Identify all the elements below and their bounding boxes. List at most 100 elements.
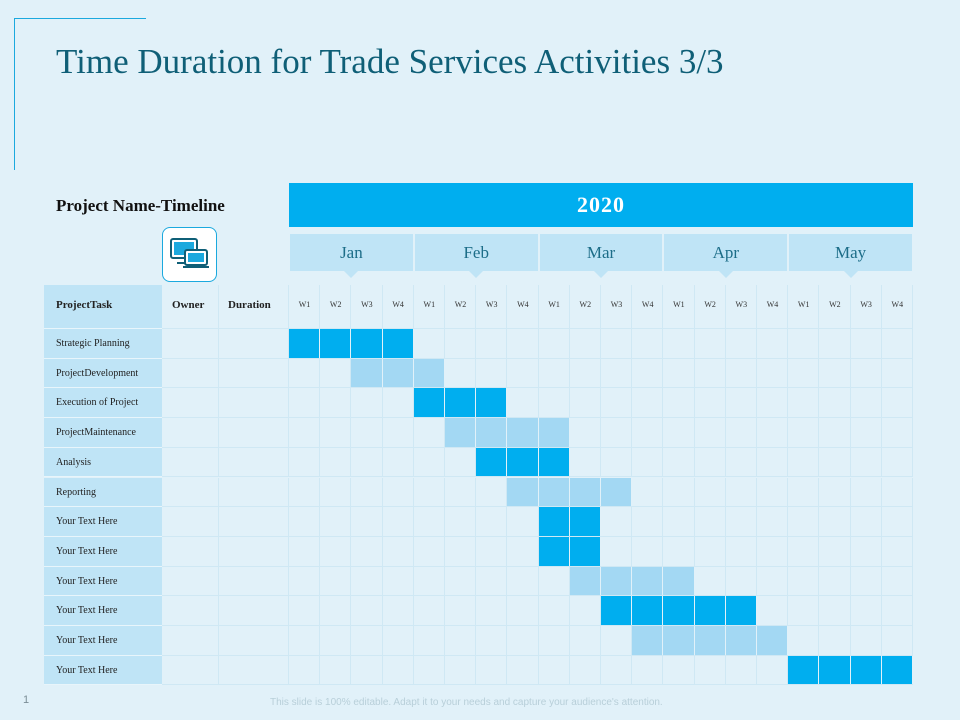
grid-cell — [538, 626, 570, 656]
grid-cell — [162, 655, 219, 686]
grid-cell — [445, 566, 477, 597]
grid-cell — [413, 477, 445, 508]
timeline-label: Project Name-Timeline — [56, 196, 225, 215]
grid-cell — [569, 329, 601, 359]
grid-cell — [632, 477, 664, 508]
grid-cell — [881, 285, 913, 329]
grid-cell — [601, 329, 633, 359]
grid-cell — [569, 447, 601, 478]
grid-cell — [507, 655, 539, 686]
grid-cell — [413, 329, 445, 359]
task-cell — [44, 358, 162, 389]
grid-cell — [289, 477, 321, 508]
task-cell — [44, 388, 162, 419]
grid-cell — [632, 285, 664, 329]
grid-cell — [351, 507, 383, 537]
gantt-bar-segment — [569, 536, 601, 566]
task-cell — [44, 536, 162, 567]
grid-cell — [351, 596, 383, 626]
task-label: Your Text Here — [56, 605, 118, 617]
header-project-task: ProjectTask — [56, 299, 113, 311]
grid-cell — [507, 566, 539, 597]
grid-cell — [881, 329, 913, 359]
grid-cell — [881, 596, 913, 626]
grid-cell — [569, 596, 601, 626]
gantt-bar-segment — [538, 418, 570, 447]
header-owner: Owner — [172, 299, 205, 311]
gantt-bar-segment — [569, 507, 601, 536]
grid-cell — [162, 285, 219, 329]
grid-cell — [569, 358, 601, 389]
grid-cell — [757, 596, 789, 626]
grid-cell — [694, 655, 726, 686]
grid-cell — [476, 358, 508, 389]
grid-cell — [601, 358, 633, 389]
gantt-bar-segment — [351, 358, 383, 388]
grid-cell — [601, 285, 633, 329]
grid-cell — [725, 566, 757, 597]
grid-cell — [694, 358, 726, 389]
gantt-bar-segment — [694, 626, 726, 655]
gantt-bar-segment — [445, 418, 477, 447]
grid-cell — [881, 358, 913, 389]
gantt-bar-segment — [538, 507, 570, 536]
week-label: W2 — [579, 300, 592, 309]
grid-cell — [788, 477, 820, 508]
task-cell — [44, 626, 162, 656]
grid-cell — [538, 566, 570, 597]
gantt-bar-segment — [569, 477, 601, 507]
grid-cell — [445, 477, 477, 508]
week-label: W1 — [673, 300, 685, 309]
grid-cell — [788, 329, 820, 359]
grid-cell — [725, 388, 757, 419]
grid-cell — [850, 447, 882, 478]
grid-cell — [538, 329, 570, 359]
grid-cell — [219, 358, 289, 389]
gantt-bar-segment — [694, 596, 726, 625]
gantt-bar-segment — [538, 536, 570, 566]
grid-cell — [382, 536, 414, 567]
grid-cell — [351, 447, 383, 478]
task-cell — [44, 596, 162, 626]
gantt-bar-segment — [538, 447, 570, 477]
grid-cell — [850, 477, 882, 508]
grid-cell — [632, 447, 664, 478]
task-cell — [44, 447, 162, 478]
gantt-bar-segment — [476, 388, 508, 418]
week-label: W1 — [423, 300, 436, 309]
grid-cell — [663, 655, 695, 686]
grid-cell — [476, 477, 508, 508]
grid-cell — [507, 329, 539, 359]
gantt-bar-segment — [601, 596, 633, 625]
grid-cell — [819, 507, 851, 537]
grid-cell — [694, 329, 726, 359]
grid-cell — [663, 388, 695, 419]
grid-cell — [162, 418, 219, 448]
grid-cell — [476, 285, 508, 329]
grid-cell — [819, 477, 851, 508]
grid-cell — [569, 285, 601, 329]
grid-cell — [788, 626, 820, 656]
grid-cell — [850, 418, 882, 448]
grid-cell — [632, 507, 664, 537]
grid-cell — [757, 329, 789, 359]
grid-cell — [476, 536, 508, 567]
grid-cell — [819, 358, 851, 389]
grid-cell — [725, 447, 757, 478]
gantt-bar-segment — [850, 655, 882, 685]
grid-cell — [289, 447, 321, 478]
page-number: 1 — [23, 694, 30, 706]
grid-cell — [162, 507, 219, 537]
task-label: Analysis — [56, 456, 91, 468]
grid-cell — [413, 655, 445, 686]
grid-cell — [382, 477, 414, 508]
grid-cell — [757, 507, 789, 537]
grid-cell — [663, 329, 695, 359]
week-label: W4 — [517, 300, 529, 309]
grid-cell — [569, 655, 601, 686]
grid-cell — [694, 418, 726, 448]
grid-cell — [632, 655, 664, 686]
grid-cell — [320, 626, 352, 656]
grid-cell — [289, 388, 321, 419]
grid-cell — [351, 418, 383, 448]
